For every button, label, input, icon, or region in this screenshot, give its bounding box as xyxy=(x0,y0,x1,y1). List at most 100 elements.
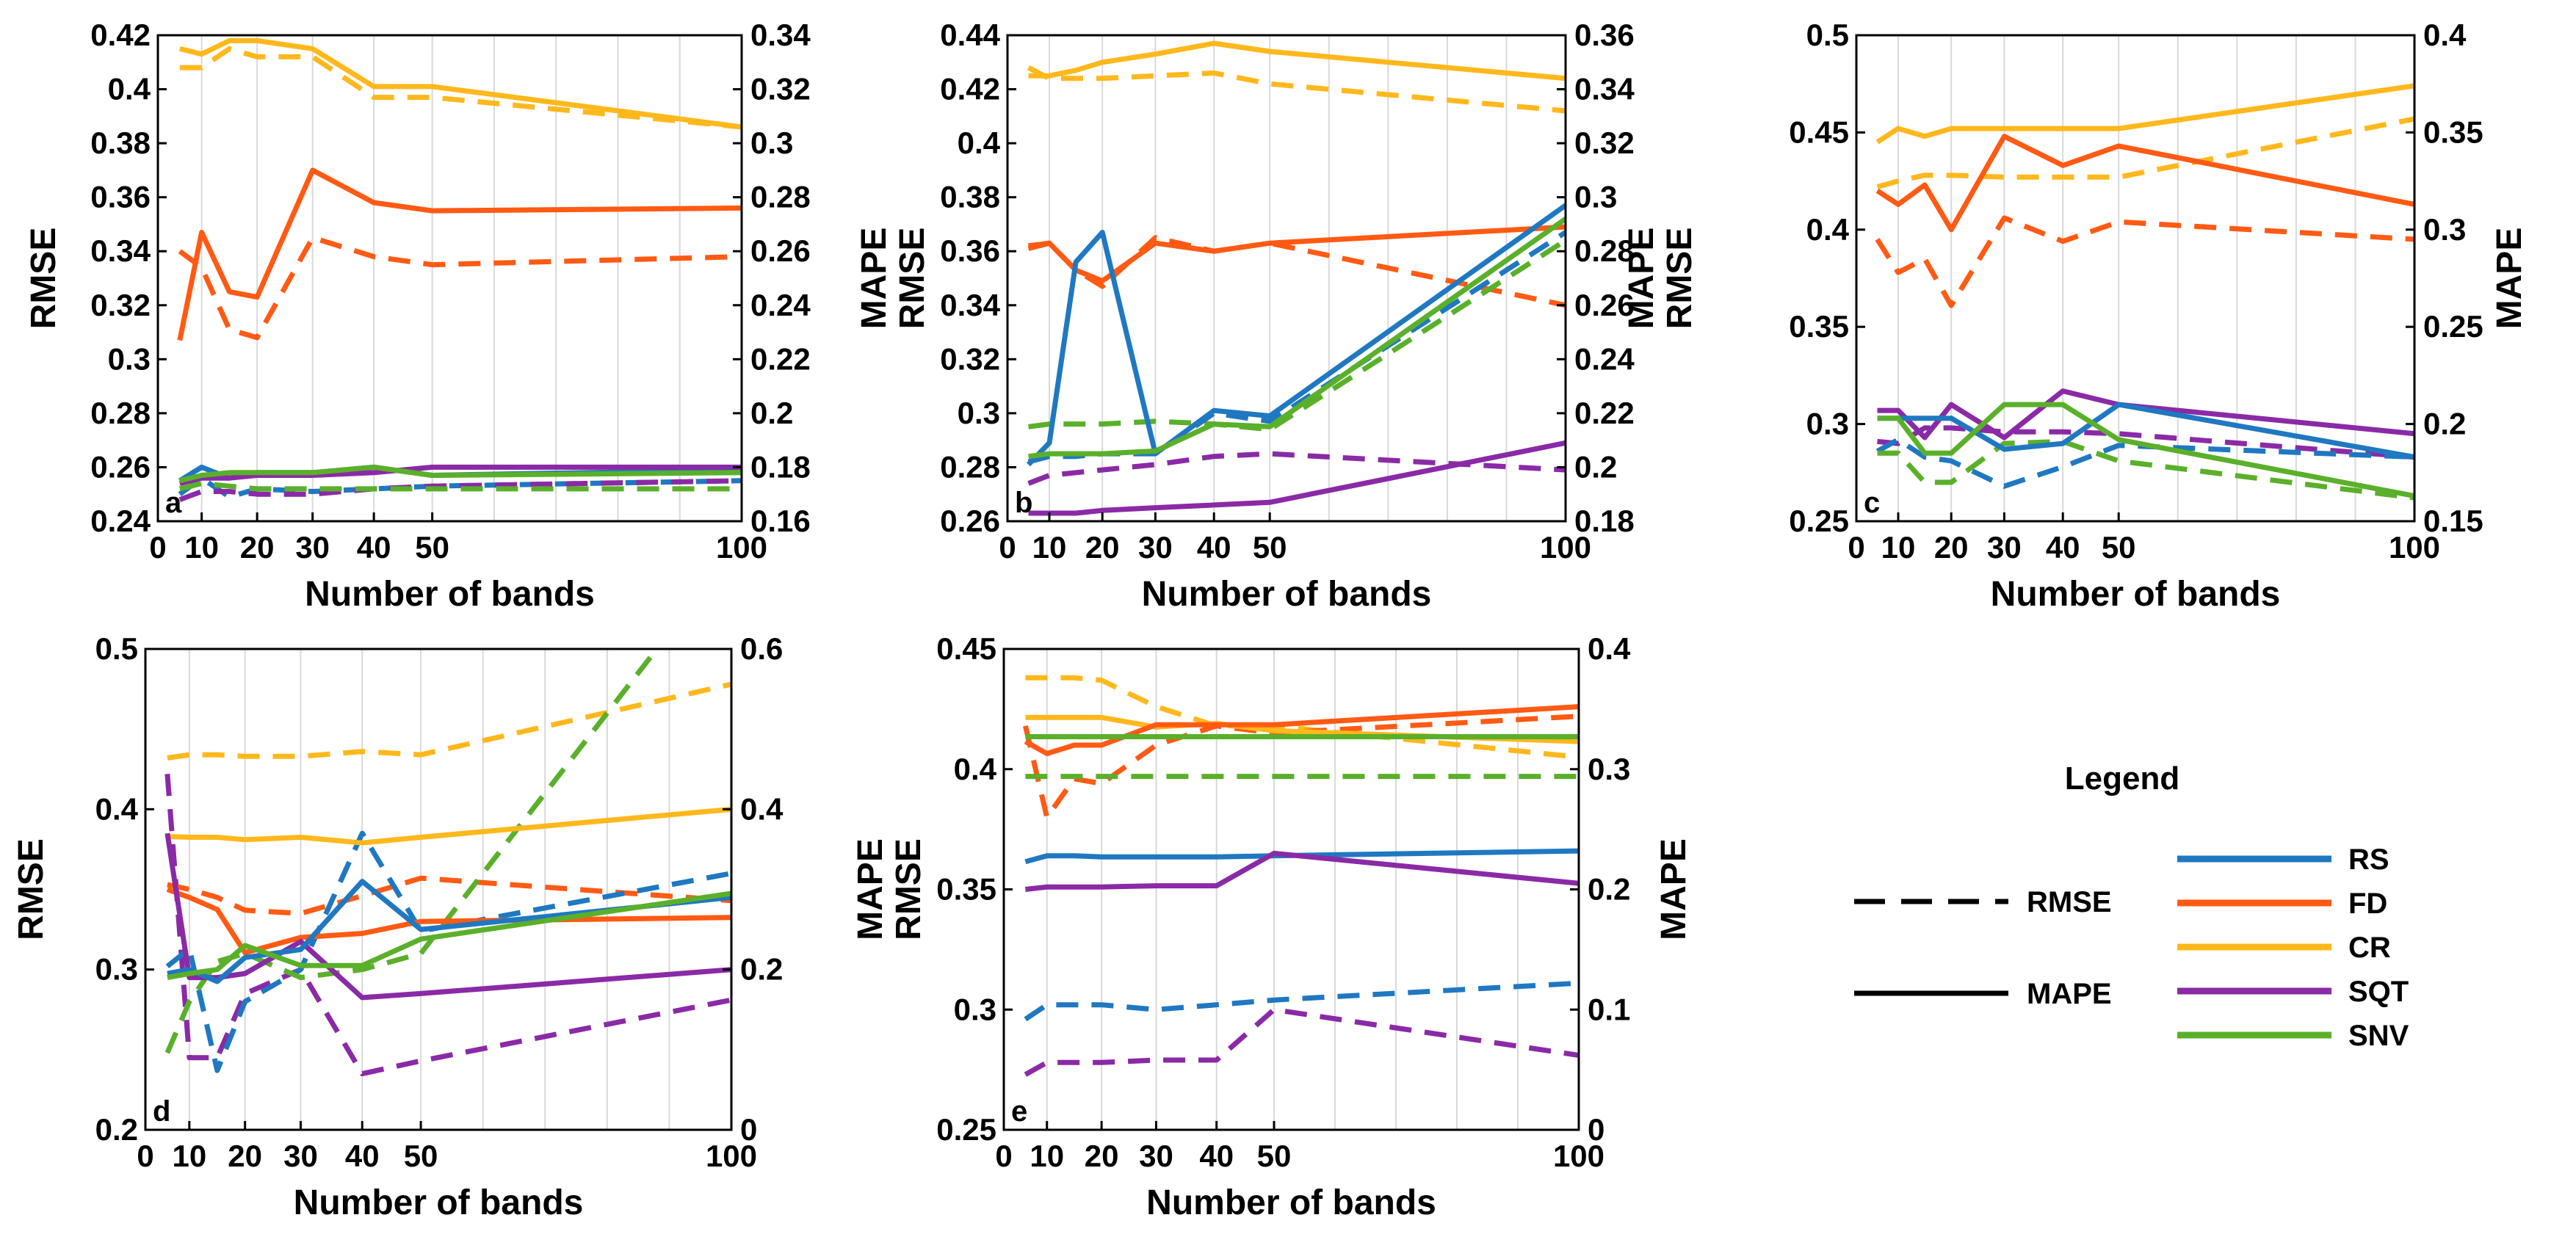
y-left-tick-label: 0.36 xyxy=(940,233,1000,268)
x-axis-label: Number of bands xyxy=(1142,575,1432,614)
y-left-tick-label: 0.42 xyxy=(940,72,1000,106)
y-left-tick-label: 0.5 xyxy=(1806,18,1849,52)
series-line-fd-mape xyxy=(166,887,731,956)
series-group xyxy=(1875,83,2414,501)
series-line-rs-mape xyxy=(1026,203,1566,467)
panel-e: 0 10 20 30 40 50 100 0.25 0.3 0.35 0.4 0.45 0 0.1 0.2 0… xyxy=(851,631,1693,1222)
y-right-tick-label: 0.24 xyxy=(1574,341,1635,376)
y-axis-label-left: RMSE xyxy=(24,228,63,330)
legend-style-label: RMSE xyxy=(2027,886,2112,918)
series-line-cr-mape xyxy=(1025,714,1579,744)
y-left-tick-label: 0.4 xyxy=(108,72,151,106)
y-left-tick-label: 0.34 xyxy=(940,288,1000,322)
x-tick-label: 10 xyxy=(184,530,219,565)
y-left-tick-label: 0.34 xyxy=(90,233,151,268)
y-left-tick-label: 0.32 xyxy=(940,341,1000,376)
panel-letter: e xyxy=(1011,1095,1027,1128)
series-line-sqt-mape xyxy=(1877,388,2414,440)
y-left-tick-label: 0.35 xyxy=(936,872,996,907)
y-left-tick-label: 0.26 xyxy=(90,449,151,484)
series-line-sqt-mape xyxy=(1028,440,1566,516)
series-line-cr-rmse xyxy=(167,681,731,761)
plot-frame xyxy=(1006,34,1567,523)
y-left-tick-label: 0.4 xyxy=(95,791,139,826)
y-left-tick-label: 0.5 xyxy=(95,631,138,666)
series-group xyxy=(177,37,742,502)
series-line-cr-mape xyxy=(167,806,731,846)
x-tick-label: 40 xyxy=(357,530,391,565)
x-tick-label: 20 xyxy=(1934,530,1969,565)
series-line-rs-rmse xyxy=(1875,437,2414,489)
legend-method-label: RS xyxy=(2348,844,2389,876)
x-tick-label: 0 xyxy=(137,1139,153,1173)
y-right-tick-label: 0 xyxy=(1588,1112,1604,1147)
y-left-tick-label: 0.3 xyxy=(108,341,151,376)
x-axis-label: Number of bands xyxy=(1146,1183,1436,1222)
y-right-tick-label: 0.1 xyxy=(1588,992,1630,1026)
x-axis-label: Number of bands xyxy=(294,1183,584,1222)
legend-method-label: SNV xyxy=(2348,1020,2409,1052)
series-line-snv-mape xyxy=(1877,402,2414,499)
x-tick-label: 30 xyxy=(283,1139,318,1173)
y-left-tick-label: 0.25 xyxy=(1789,504,1849,538)
series-line-fd-mape xyxy=(1875,134,2414,233)
y-right-tick-label: 0.2 xyxy=(740,952,783,987)
panel-c: 0 10 20 30 40 50 100 0.25 0.3 0.35 0.4 0.45 0.5 0.15 0… xyxy=(1789,18,2529,614)
x-tick-label: 40 xyxy=(1199,1139,1234,1173)
panel-b: 0 10 20 30 40 50 100 0.26 0.28 0.3 0.32 0.34 0.36 0.3… xyxy=(855,18,1699,614)
y-left-tick-label: 0.3 xyxy=(954,992,996,1026)
y-right-tick-label: 0.3 xyxy=(1574,180,1617,214)
y-right-tick-label: 0.35 xyxy=(2423,115,2483,149)
y-left-tick-label: 0.38 xyxy=(940,180,1000,214)
y-right-tick-label: 0.3 xyxy=(1588,752,1630,786)
y-axis-label-right: RMSE xyxy=(1660,228,1699,330)
chart-panels: 0 10 20 30 40 50 1000.240.260.280.30.320.340.3… xyxy=(12,18,2529,1222)
y-left-tick-label: 0.25 xyxy=(936,1112,996,1147)
y-right-tick-label: 0.26 xyxy=(1574,288,1635,322)
series-line-sqt-mape xyxy=(1025,850,1579,892)
x-tick-label: 100 xyxy=(706,1139,757,1173)
legend: Legend RMSE MAPE RS FD CR SQT SNV xyxy=(1854,761,2409,1052)
panel-letter: b xyxy=(1015,487,1032,519)
y-left-tick-label: 0.35 xyxy=(1789,309,1849,344)
x-tick-label: 0 xyxy=(149,530,166,565)
x-tick-label: 100 xyxy=(1540,530,1591,565)
y-right-tick-label: 0.24 xyxy=(750,288,811,322)
panel-letter: d xyxy=(153,1095,170,1128)
x-tick-label: 10 xyxy=(1030,1139,1064,1173)
x-tick-label: 100 xyxy=(716,530,767,565)
series-group xyxy=(1022,675,1579,1077)
y-axis-label-left: RMSE xyxy=(893,228,932,330)
y-left-tick-label: 0.4 xyxy=(954,752,997,786)
y-axis-label-left: RMSE xyxy=(889,838,928,940)
y-left-tick-label: 0.28 xyxy=(90,396,151,430)
legend-title: Legend xyxy=(2065,761,2179,797)
x-tick-label: 50 xyxy=(1257,1139,1292,1173)
x-axis-label: Number of bands xyxy=(1991,575,2281,614)
series-line-sqt-rmse xyxy=(178,478,742,502)
series-group xyxy=(1026,40,1566,516)
y-right-tick-label: 0.4 xyxy=(2423,18,2467,52)
y-right-tick-label: 0.16 xyxy=(750,504,811,538)
y-left-tick-label: 0.3 xyxy=(958,396,1000,430)
plot-frame xyxy=(144,647,733,1131)
series-line-cr-rmse xyxy=(1027,65,1566,114)
x-tick-label: 0 xyxy=(995,1139,1012,1173)
y-right-tick-label: 0.28 xyxy=(750,180,811,214)
series-line-cr-mape xyxy=(1028,40,1566,81)
y-axis-label-left: MAPE xyxy=(851,838,890,940)
series-line-sqt-rmse xyxy=(164,774,731,1077)
plot-frame xyxy=(156,34,743,523)
plot-frame xyxy=(1855,34,2416,523)
series-group xyxy=(164,649,731,1077)
y-right-tick-label: 0.2 xyxy=(1588,872,1630,907)
y-right-tick-label: 0.34 xyxy=(1574,72,1635,106)
y-left-tick-label: 0.38 xyxy=(90,126,151,160)
series-line-rs-mape xyxy=(167,879,731,984)
series-line-snv-mape xyxy=(167,890,731,981)
series-line-cr-mape xyxy=(178,37,742,130)
y-axis-label-right: MAPE xyxy=(2490,228,2529,330)
x-axis-label: Number of bands xyxy=(305,575,595,614)
series-line-fd-rmse xyxy=(167,875,731,916)
